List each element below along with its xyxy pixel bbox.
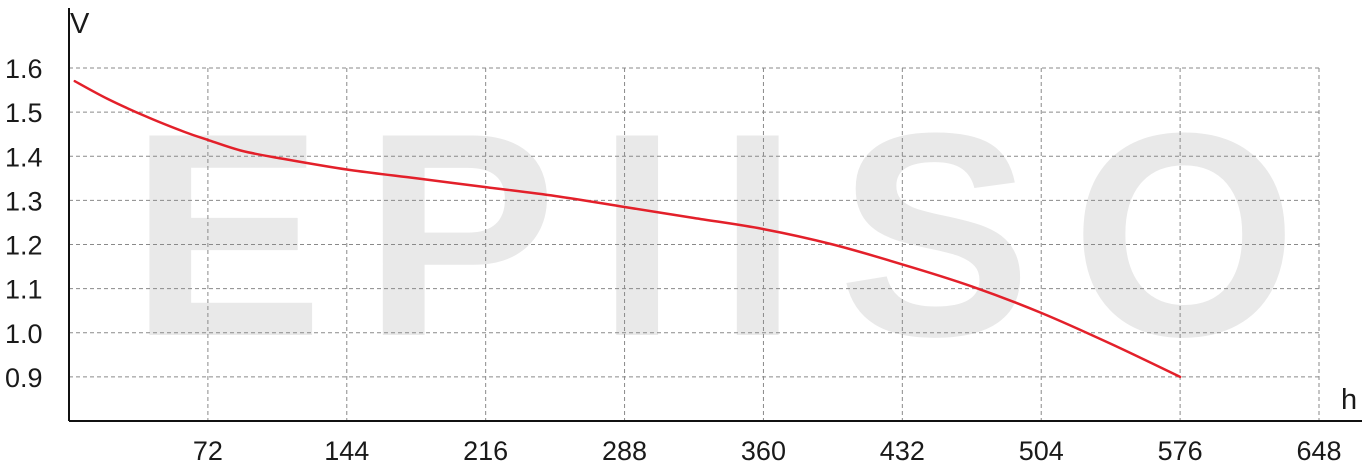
y-tick-label: 1.6 bbox=[5, 54, 43, 84]
series-line bbox=[73, 79, 1182, 379]
y-tick-label: 1.2 bbox=[5, 231, 43, 261]
axes bbox=[68, 8, 1362, 422]
x-axis-label: h bbox=[1341, 384, 1357, 416]
y-tick-label: 0.9 bbox=[5, 363, 43, 393]
y-tick-label: 1.0 bbox=[5, 319, 43, 349]
y-axis-ticks: 0.9 1.0 1.1 1.2 1.3 1.4 1.5 1.6 bbox=[5, 54, 43, 393]
x-tick-label: 360 bbox=[741, 436, 786, 464]
x-tick-label: 432 bbox=[880, 436, 925, 464]
y-tick-label: 1.3 bbox=[5, 186, 43, 216]
x-tick-label: 216 bbox=[463, 436, 508, 464]
series-group bbox=[73, 79, 1182, 379]
x-tick-label: 504 bbox=[1019, 436, 1064, 464]
x-tick-label: 72 bbox=[193, 436, 223, 464]
y-tick-label: 1.1 bbox=[5, 275, 43, 305]
y-tick-label: 1.5 bbox=[5, 98, 43, 128]
x-axis-ticks: 72 144 216 288 360 432 504 576 648 bbox=[193, 436, 1342, 464]
watermark: EPIISO bbox=[130, 73, 1337, 397]
x-tick-label: 576 bbox=[1158, 436, 1203, 464]
gridlines bbox=[69, 67, 1320, 421]
y-tick-label: 1.4 bbox=[5, 142, 43, 172]
x-tick-label: 648 bbox=[1296, 436, 1341, 464]
x-tick-label: 144 bbox=[324, 436, 369, 464]
x-tick-label: 288 bbox=[602, 436, 647, 464]
y-axis-label: V bbox=[70, 8, 90, 40]
